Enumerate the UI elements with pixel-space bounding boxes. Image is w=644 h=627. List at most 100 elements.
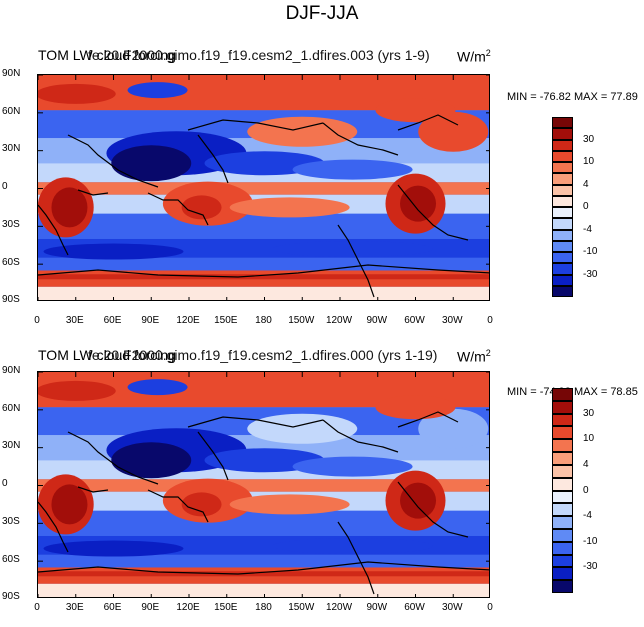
x-tick-label: 90E xyxy=(141,315,160,326)
colorbar-swatch xyxy=(552,464,573,478)
map-plot xyxy=(37,371,490,598)
x-tick-label: 60W xyxy=(404,602,425,613)
colorbar-swatch xyxy=(552,252,573,264)
colorbar-swatch xyxy=(552,274,573,286)
colorbar-swatch xyxy=(552,263,573,275)
colorbar-tick-label: -10 xyxy=(583,535,598,547)
colorbar-swatch xyxy=(552,528,573,542)
colorbar-tick-label: -10 xyxy=(583,246,598,257)
y-tick-label: 60N xyxy=(2,402,21,414)
colorbar xyxy=(552,388,573,593)
figure-title: DJF-JJA xyxy=(285,3,359,24)
colorbar-swatch xyxy=(552,139,573,151)
y-tick-label: 60N xyxy=(2,105,21,117)
colorbar-tick-label: 4 xyxy=(583,458,589,470)
colorbar-tick-label: -30 xyxy=(583,561,598,573)
x-tick-label: 30E xyxy=(65,315,84,326)
colorbar-swatch xyxy=(552,128,573,140)
x-tick-label: 150W xyxy=(288,315,315,326)
x-tick-label: 90W xyxy=(366,315,388,326)
x-tick-label: 150W xyxy=(288,602,315,613)
panel-title-left: TOM LW cloud forcing xyxy=(38,47,176,63)
colorbar-tick-label: 10 xyxy=(583,433,595,445)
panel-bottom: TOM LW cloud forcing fe.20.F2000.gimo.f1… xyxy=(0,300,644,613)
colorbar-tick-label: 0 xyxy=(583,201,589,212)
panel-title-left: TOM LW cloud forcing xyxy=(38,347,176,363)
colorbar-tick-label: 10 xyxy=(583,156,595,167)
colorbar-swatch xyxy=(552,117,573,129)
x-tick-label: 150E xyxy=(214,315,238,326)
map-plot xyxy=(37,74,490,301)
x-tick-label: 30E xyxy=(65,602,84,613)
y-tick-label: 30S xyxy=(2,515,20,527)
colorbar-tick-label: -4 xyxy=(583,223,592,235)
colorbar-tick-label: -4 xyxy=(583,510,592,522)
colorbar-swatch xyxy=(552,388,573,401)
colorbar-tick-label: 30 xyxy=(583,407,595,419)
y-tick-label: 30S xyxy=(2,218,20,230)
y-tick-label: 30N xyxy=(2,440,21,452)
x-tick-label: 0 xyxy=(487,315,493,326)
x-tick-label: 180 xyxy=(255,315,272,326)
colorbar-tick-label: 0 xyxy=(583,484,589,496)
panel-title-center: fe.20.F2000.gimo.f19_f19.cesm2_1.dfires.… xyxy=(88,47,430,63)
colorbar-swatch xyxy=(552,413,573,427)
colorbar-swatch xyxy=(552,150,573,162)
colorbar-tick-label: 4 xyxy=(583,178,589,190)
y-tick-label: 30N xyxy=(2,143,21,155)
y-tick-label: 90S xyxy=(2,591,20,603)
colorbar-tick-label: 30 xyxy=(583,133,595,145)
x-tick-label: 60E xyxy=(103,602,122,613)
colorbar-swatch xyxy=(552,554,573,568)
colorbar-swatch xyxy=(552,503,573,517)
colorbar-swatch xyxy=(552,240,573,252)
colorbar-swatch xyxy=(552,162,573,174)
panel-top: TOM LW cloud forcing fe.20.F2000.gimo.f1… xyxy=(0,0,644,326)
colorbar-swatch xyxy=(552,541,573,555)
x-tick-label: 60E xyxy=(103,315,122,326)
y-tick-label: 0 xyxy=(2,478,8,490)
colorbar-swatch xyxy=(552,218,573,230)
x-tick-label: 120E xyxy=(176,315,200,326)
y-tick-label: 90N xyxy=(2,68,21,79)
y-tick-label: 60S xyxy=(2,256,20,268)
colorbar-swatch xyxy=(552,285,573,297)
units-label: W/m2 xyxy=(457,348,491,365)
colorbar-tick-label: -30 xyxy=(583,268,598,280)
colorbar-swatch xyxy=(552,580,573,593)
colorbar-swatch xyxy=(552,207,573,219)
colorbar-swatch xyxy=(552,400,573,414)
x-tick-label: 180 xyxy=(255,602,272,613)
colorbar-swatch xyxy=(552,195,573,207)
colorbar-swatch xyxy=(552,184,573,196)
x-tick-label: 0 xyxy=(487,602,493,613)
x-tick-label: 90W xyxy=(366,602,388,613)
colorbar-swatch xyxy=(552,490,573,504)
x-tick-label: 90E xyxy=(141,602,160,613)
x-tick-label: 0 xyxy=(34,315,40,326)
panel-title-center: fe.20.F2000.gimo.f19_f19.cesm2_1.dfires.… xyxy=(88,347,438,363)
min-max-stats: MIN = -76.82 MAX = 77.89 xyxy=(507,91,638,103)
colorbar-swatch xyxy=(552,229,573,241)
colorbar-swatch xyxy=(552,439,573,453)
x-tick-label: 0 xyxy=(34,602,40,613)
x-tick-label: 120W xyxy=(325,315,353,326)
colorbar-swatch xyxy=(552,426,573,440)
colorbar-swatch xyxy=(552,477,573,491)
colorbar-swatch xyxy=(552,567,573,581)
x-tick-label: 30W xyxy=(441,602,463,613)
contour-map xyxy=(38,372,489,597)
y-tick-label: 90S xyxy=(2,294,20,306)
x-tick-label: 30W xyxy=(441,315,463,326)
x-tick-label: 60W xyxy=(404,315,425,326)
units-label: W/m2 xyxy=(457,48,491,65)
colorbar xyxy=(552,117,573,297)
colorbar-swatch xyxy=(552,173,573,185)
y-tick-label: 90N xyxy=(2,365,21,376)
x-tick-label: 150E xyxy=(214,602,238,613)
y-tick-label: 0 xyxy=(2,181,8,193)
colorbar-swatch xyxy=(552,452,573,465)
colorbar-swatch xyxy=(552,516,573,529)
x-tick-label: 120E xyxy=(176,602,200,613)
y-tick-label: 60S xyxy=(2,553,20,565)
